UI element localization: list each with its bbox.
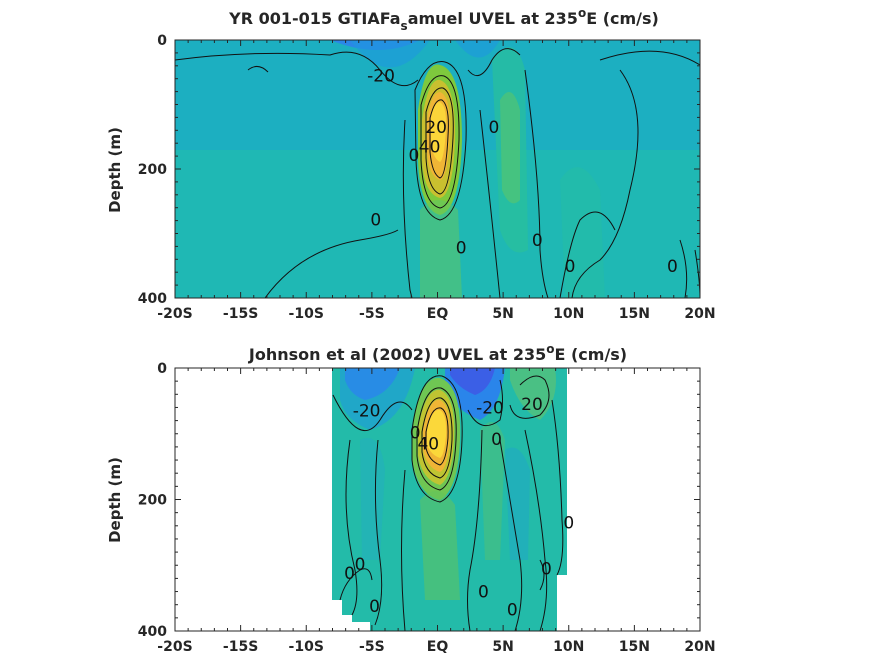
x-tick-label: 20N (684, 639, 715, 655)
panel-2-title: Johnson et al (2002) UVEL at 235oE (cm/s… (248, 342, 627, 364)
x-tick-label: 15N (619, 306, 650, 322)
panel-1-y-axis-label: Depth (m) (106, 127, 124, 213)
contour-label: 20 (521, 395, 543, 415)
x-tick-label: 5N (492, 639, 513, 655)
panel-1: YR 001-015 GTIAFasamuel UVEL at 235oE (c… (106, 6, 716, 322)
contour-label: 40 (417, 435, 439, 455)
contour-label: 20 (425, 118, 447, 138)
panel-2-y-axis-label: Depth (m) (106, 457, 124, 543)
contour-label: 0 (456, 239, 467, 259)
y-tick-label: 400 (138, 624, 167, 640)
x-tick-label: -15S (223, 639, 258, 655)
contour-label: 0 (667, 257, 678, 277)
x-tick-label: 5N (492, 306, 513, 322)
contour-label: 0 (355, 555, 366, 575)
contour-label: 0 (507, 600, 518, 620)
contour-label: 0 (478, 583, 489, 603)
y-tick-label: 200 (138, 493, 167, 509)
x-tick-label: 20N (684, 306, 715, 322)
x-tick-label: 10N (553, 306, 584, 322)
contour-label: 0 (563, 514, 574, 534)
panel-2: Johnson et al (2002) UVEL at 235oE (cm/s… (106, 342, 716, 655)
contour-label: 0 (408, 146, 419, 166)
contour-label: 0 (489, 118, 500, 138)
y-tick-label: 400 (138, 291, 167, 307)
contour-label: 0 (344, 564, 355, 584)
contour-label: 0 (491, 430, 502, 450)
x-tick-label: -20S (157, 639, 192, 655)
contour-label: 0 (369, 597, 380, 617)
y-tick-label: 0 (157, 33, 167, 49)
contour-label: 0 (541, 560, 552, 580)
contour-label: -20 (367, 66, 395, 86)
x-tick-label: -10S (289, 639, 324, 655)
contour-label: 0 (370, 210, 381, 230)
x-tick-label: -20S (157, 306, 192, 322)
contour-label: 0 (410, 423, 421, 443)
panel-2-field (332, 368, 567, 631)
contour-label: 0 (565, 257, 576, 277)
contour-label: -20 (476, 398, 504, 418)
contour-label: 0 (532, 231, 543, 251)
x-tick-label: -5S (359, 306, 385, 322)
x-tick-label: -15S (223, 306, 258, 322)
y-tick-label: 0 (157, 361, 167, 377)
panel-1-title: YR 001-015 GTIAFasamuel UVEL at 235oE (c… (228, 6, 659, 33)
contour-label: -20 (353, 402, 381, 422)
panel-1-field (175, 40, 700, 298)
x-tick-label: EQ (427, 306, 449, 322)
contour-label: 40 (419, 137, 441, 157)
x-tick-label: -5S (359, 639, 385, 655)
x-tick-label: EQ (427, 639, 449, 655)
x-tick-label: 15N (619, 639, 650, 655)
y-tick-label: 200 (138, 162, 167, 178)
x-tick-label: 10N (553, 639, 584, 655)
x-tick-label: -10S (289, 306, 324, 322)
